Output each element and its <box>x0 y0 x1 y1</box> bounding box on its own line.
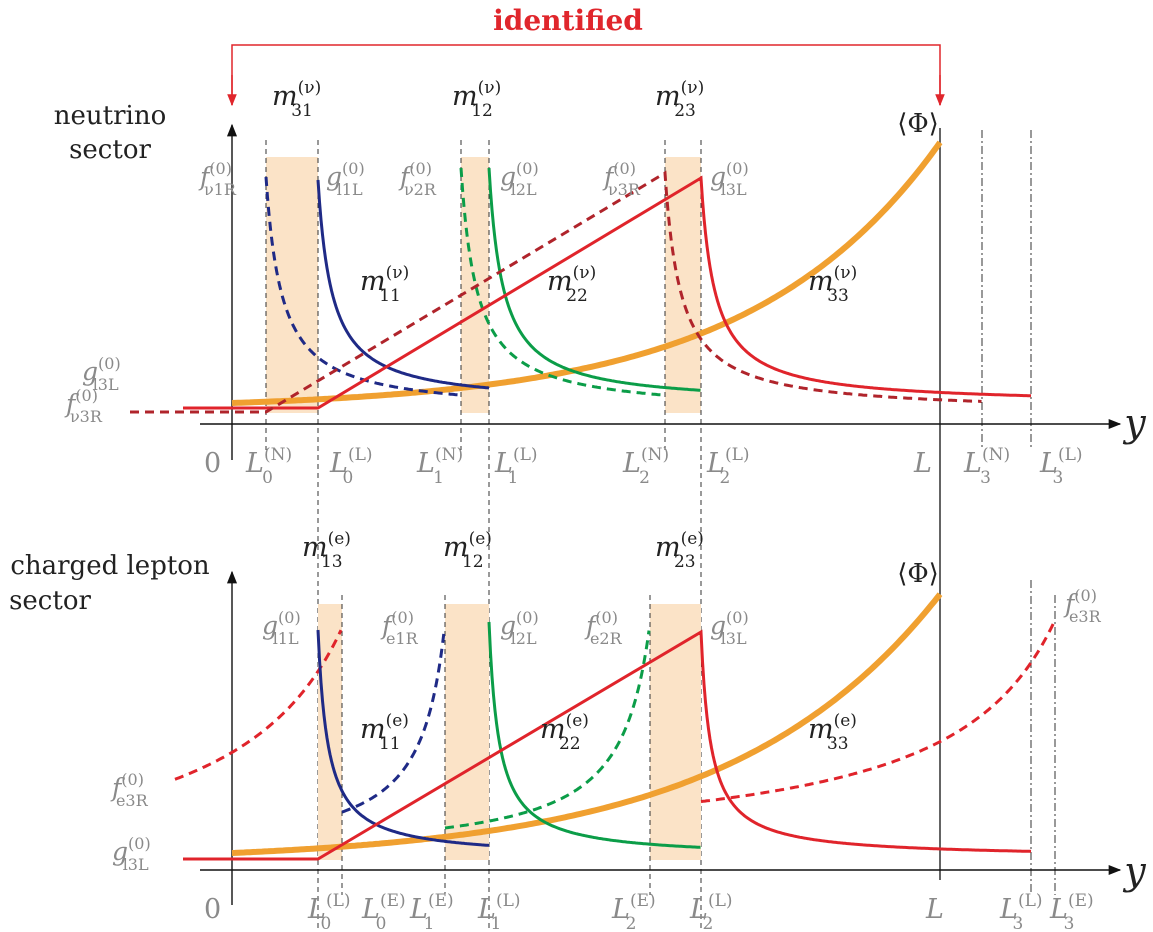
nu-phi-label: ⟨Φ⟩ <box>897 109 939 139</box>
nu-sector-line2: sector <box>69 135 151 165</box>
e-f-e3R-right-curve <box>700 619 1057 804</box>
nu-axis-label-4: L(L) 1 <box>494 445 538 488</box>
e-profile-label-g-l3L: g(0) l3L <box>710 608 749 648</box>
nu-f-nu3R-curve <box>130 170 982 414</box>
nu-profile-label-g-l3L: g(0) l3L <box>82 354 121 394</box>
e-profile-label-f-e2R: f(0) e2R <box>584 608 623 648</box>
nu-axis-label-1: L(N) 0 <box>245 445 292 488</box>
e-axis-label-3: L(E) 1 <box>409 891 454 932</box>
nu-mass-label-11: m(ν) 11 <box>360 263 409 306</box>
e-profile-label-f-e1R: f(0) e1R <box>380 608 419 648</box>
charged-lepton-panel <box>174 570 1122 905</box>
e-f-e2R-curve <box>444 630 651 830</box>
e-profile-label-g-l1L: g(0) l1L <box>262 608 301 648</box>
e-g-l1L-curve <box>316 629 490 847</box>
nu-axis-label-6: L(L) 2 <box>706 445 750 488</box>
nu-y-label: y <box>1122 401 1146 445</box>
nu-profile-label-f-ν2R: f(0) ν2R <box>398 159 437 199</box>
nu-sector-line1: neutrino <box>54 101 166 131</box>
nu-axis-label-2: L(L) 0 <box>329 445 373 488</box>
nu-profile-label-f-ν1R: f(0) ν1R <box>198 159 237 199</box>
identified-label: identified <box>493 4 643 37</box>
band-e-2 <box>445 604 489 860</box>
e-y-label: y <box>1122 849 1146 893</box>
nu-profile-label-g-l2L: g(0) l2L <box>500 159 539 199</box>
nu-axis-label-0: 0 <box>204 448 221 479</box>
nu-f-nu2R-curve <box>459 167 666 397</box>
e-axis-label-7: L <box>925 894 944 925</box>
band-nu-3 <box>665 157 701 413</box>
nu-mass-label-23: m(ν) 23 <box>655 78 704 121</box>
e-axis-label-4: L(L) 1 <box>477 891 521 932</box>
e-mass-label-11: m(e) 11 <box>360 711 409 754</box>
e-f-e1R-curve <box>341 631 446 814</box>
e-sector-line1: charged lepton <box>10 551 210 581</box>
e-axis-label-1: L(L) 0 <box>307 891 351 932</box>
labels-layer: m(ν) 31 m(ν) 12 m(ν) 23 m(ν) 11 m(ν) 22 m(ν) 33 f(0)… <box>64 78 1102 932</box>
nu-axis-label-7: L <box>913 448 932 479</box>
nu-g-l3L-curve <box>183 175 1032 410</box>
e-axis-label-9: L(E) 3 <box>1049 891 1094 932</box>
nu-axis-label-9: L(L) 3 <box>1039 445 1083 488</box>
e-profile-label-f-e3R: f(0) e3R <box>1063 586 1102 626</box>
band-e-1 <box>318 604 342 860</box>
nu-g-l2L-curve <box>487 167 701 392</box>
nu-higgs-vev-curve <box>231 140 943 406</box>
e-guide-lines <box>341 595 651 895</box>
nu-axis-label-5: L(N) 2 <box>622 445 669 488</box>
e-mass-label-22: m(e) 22 <box>540 711 589 754</box>
e-profile-label-g-l2L: g(0) l2L <box>500 608 539 648</box>
e-profile-label-g-l3L: g(0) l3L <box>112 834 151 874</box>
e-g-l3L-curve <box>183 629 1032 861</box>
band-nu-1 <box>266 157 318 413</box>
nu-axis-label-8: L(N) 3 <box>963 445 1010 488</box>
nu-mass-label-22: m(ν) 22 <box>547 263 596 306</box>
e-profile-label-f-e3R: f(0) e3R <box>110 770 149 810</box>
nu-profile-label-g-l3L: g(0) l3L <box>710 159 749 199</box>
nu-mass-label-33: m(ν) 33 <box>808 263 857 306</box>
e-mass-label-23: m(e) 23 <box>655 529 704 572</box>
nu-mass-label-31: m(ν) 31 <box>272 78 321 121</box>
nu-g-l1L-curve <box>316 179 490 390</box>
e-axis-label-8: L(L) 3 <box>999 891 1043 932</box>
e-axis-label-0: 0 <box>204 894 221 925</box>
nu-mass-label-12: m(ν) 12 <box>452 78 501 121</box>
band-e-3 <box>650 604 701 860</box>
e-phi-label: ⟨Φ⟩ <box>897 559 939 589</box>
e-axis-label-2: L(E) 0 <box>361 891 406 932</box>
nu-profile-label-f-ν3R: f(0) ν3R <box>602 159 641 199</box>
e-g-l2L-curve <box>487 621 701 849</box>
nu-dashdot-lines <box>981 130 1032 450</box>
e-dashdot-lines <box>1030 580 1056 895</box>
neutrino-panel <box>130 123 1122 932</box>
e-mass-label-13: m(e) 13 <box>302 529 351 572</box>
e-higgs-vev-curve <box>231 592 943 856</box>
nu-profile-label-g-l1L: g(0) l1L <box>326 159 365 199</box>
e-axis-label-6: L(L) 2 <box>689 891 733 932</box>
e-f-e3R-left-curve <box>174 629 343 781</box>
e-axis-label-5: L(E) 2 <box>611 891 656 932</box>
e-mass-label-33: m(e) 33 <box>808 711 857 754</box>
nu-profile-label-f-ν3R: f(0) ν3R <box>64 386 103 426</box>
nu-axis-label-3: L(N) 1 <box>416 445 463 488</box>
e-mass-label-12: m(e) 12 <box>443 529 492 572</box>
e-sector-line2: sector <box>9 586 91 616</box>
identified-bracket <box>227 44 945 107</box>
band-nu-2 <box>461 157 489 413</box>
